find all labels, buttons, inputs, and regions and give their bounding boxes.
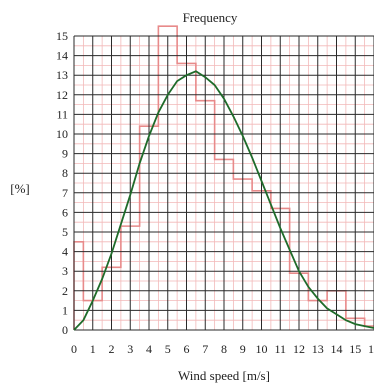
- y-tick-label: 1: [62, 303, 68, 317]
- histogram-steps: [73, 25, 374, 330]
- x-tick-label: 14: [331, 342, 343, 356]
- y-tick-label: 8: [62, 166, 68, 180]
- x-tick-label: 8: [221, 342, 227, 356]
- y-tick-label: 10: [56, 127, 68, 141]
- y-tick-label: 3: [62, 264, 68, 278]
- y-tick-label: 7: [62, 186, 68, 200]
- y-tick-label: 5: [62, 225, 68, 239]
- y-tick-label: 6: [62, 205, 68, 219]
- x-tick-label: 15: [349, 342, 361, 356]
- x-tick-label: 5: [165, 342, 171, 356]
- x-tick-label: 2: [109, 342, 115, 356]
- chart-title: Frequency: [183, 10, 238, 25]
- x-axis-label: Wind speed [m/s]: [178, 368, 270, 383]
- x-tick-label: 3: [127, 342, 133, 356]
- y-tick-label: 15: [56, 29, 68, 43]
- y-tick-label: 13: [56, 68, 68, 82]
- y-tick-label: 9: [62, 147, 68, 161]
- y-tick-label: 11: [56, 107, 68, 121]
- y-tick-label: 4: [62, 245, 68, 259]
- distribution-curve: [73, 70, 374, 331]
- x-tick-label: 16: [368, 342, 374, 356]
- y-axis-label: [%]: [10, 181, 30, 196]
- x-tick-label: 4: [146, 342, 152, 356]
- y-tick-label: 0: [62, 323, 68, 337]
- y-tick-label: 14: [56, 49, 68, 63]
- x-tick-label: 7: [202, 342, 208, 356]
- x-tick-label: 9: [240, 342, 246, 356]
- x-tick-label: 6: [184, 342, 190, 356]
- x-tick-label: 13: [312, 342, 324, 356]
- x-tick-label: 1: [90, 342, 96, 356]
- x-tick-label: 11: [274, 342, 286, 356]
- x-tick-label: 0: [71, 342, 77, 356]
- y-tick-label: 12: [56, 88, 68, 102]
- y-tick-label: 2: [62, 284, 68, 298]
- x-tick-label: 12: [293, 342, 305, 356]
- x-tick-label: 10: [256, 342, 268, 356]
